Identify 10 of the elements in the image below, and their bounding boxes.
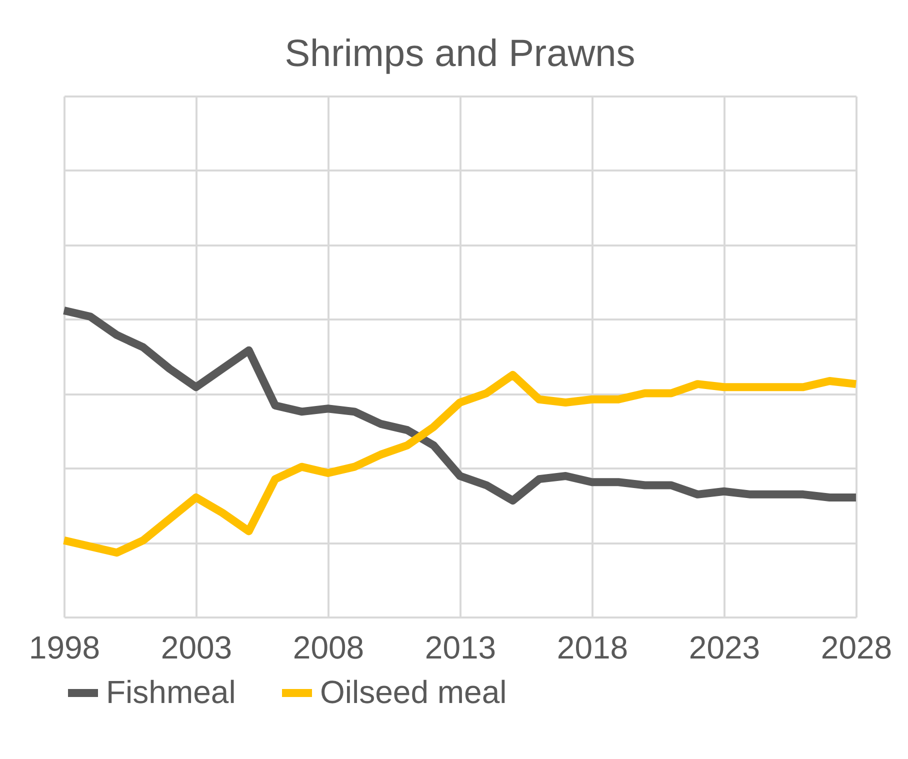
x-tick-label: 2013 xyxy=(424,630,496,666)
x-tick-label: 1998 xyxy=(28,630,100,666)
legend-label: Oilseed meal xyxy=(320,674,507,710)
x-tick-label: 2028 xyxy=(820,630,892,666)
legend-label: Fishmeal xyxy=(106,674,236,710)
x-tick-label: 2008 xyxy=(292,630,364,666)
x-tick-label: 2023 xyxy=(688,630,760,666)
x-tick-label: 2003 xyxy=(160,630,232,666)
x-tick-label: 2018 xyxy=(556,630,628,666)
chart-title: Shrimps and Prawns xyxy=(284,33,636,75)
